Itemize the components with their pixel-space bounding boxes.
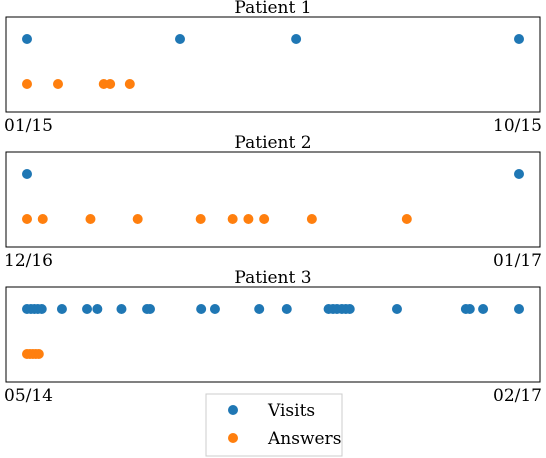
panel-3-visits-point-13: [209, 304, 220, 314]
panel-1-answers-point-5: [124, 79, 135, 89]
panel-2-answers-point-1: [22, 214, 32, 224]
panel-3-visits-point-5: [36, 304, 47, 314]
panel-3-tick-start: 05/14: [4, 386, 53, 406]
panel-3-visits-point-9: [116, 304, 127, 314]
panel-2-answers-point-9: [306, 214, 317, 224]
legend-label-answers: Answers: [267, 429, 341, 449]
panel-2-title: Patient 2: [234, 133, 311, 153]
panel-1-title: Patient 1: [234, 0, 311, 18]
legend-box: [205, 393, 343, 457]
panel-1-visits-point-3: [291, 34, 302, 44]
panel-3-visits-point-25: [478, 304, 489, 314]
panel-3-visits-point-26: [514, 304, 524, 314]
panel-3-answers-point-5: [33, 349, 44, 359]
panel-3-visits-point-12: [196, 304, 207, 314]
panel-3-visits-point-15: [281, 304, 292, 314]
panel-3-visits-point-21: [344, 304, 355, 314]
legend-marker-answers: [228, 433, 238, 443]
panel-1-answers-point-2: [52, 79, 63, 89]
panel-2-answers-point-5: [195, 214, 206, 224]
legend-marker-visits: [228, 405, 238, 415]
panel-3-visits-point-7: [82, 304, 93, 314]
panel-2-frame: [5, 151, 541, 248]
panel-3-visits-point-6: [56, 304, 67, 314]
panel-1-tick-start: 01/15: [4, 116, 53, 136]
panel-2-tick-end: 01/17: [493, 251, 542, 271]
panel-2-visits-point-1: [22, 169, 32, 179]
panel-3-visits-point-14: [254, 304, 265, 314]
panel-2-answers-point-8: [259, 214, 270, 224]
panel-3-tick-end: 02/17: [493, 386, 542, 406]
panel-2-answers-point-4: [132, 214, 143, 224]
panel-1-visits-point-1: [22, 34, 32, 44]
panel-3-visits-point-8: [92, 304, 103, 314]
panel-1-frame: [5, 16, 541, 113]
panel-2-answers-point-6: [227, 214, 238, 224]
panel-3-visits-point-11: [145, 304, 155, 314]
panel-1-answers-point-4: [105, 79, 116, 89]
panel-2-visits-point-2: [514, 169, 524, 179]
panel-1-answers-point-1: [22, 79, 32, 89]
panel-2-answers-point-2: [37, 214, 48, 224]
legend-label-visits: Visits: [267, 401, 315, 421]
panel-1-tick-end: 10/15: [493, 116, 542, 136]
panel-2-answers-point-3: [85, 214, 96, 224]
panel-3-frame: [5, 286, 541, 383]
legend: Visits Answers: [205, 393, 343, 457]
panel-3-visits-point-22: [391, 304, 402, 314]
panel-2-answers-point-7: [243, 214, 254, 224]
panel-3-visits-point-24: [464, 304, 475, 314]
panel-1-visits-point-2: [175, 34, 186, 44]
panels: Patient 1 01/15 10/15 Patient 2 12/16 01/17 Pa…: [4, 0, 542, 406]
panel-3-title: Patient 3: [234, 268, 311, 288]
panel-1-visits-point-4: [514, 34, 524, 44]
panel-2-answers-point-10: [401, 214, 412, 224]
panel-2-tick-start: 12/16: [4, 251, 53, 271]
